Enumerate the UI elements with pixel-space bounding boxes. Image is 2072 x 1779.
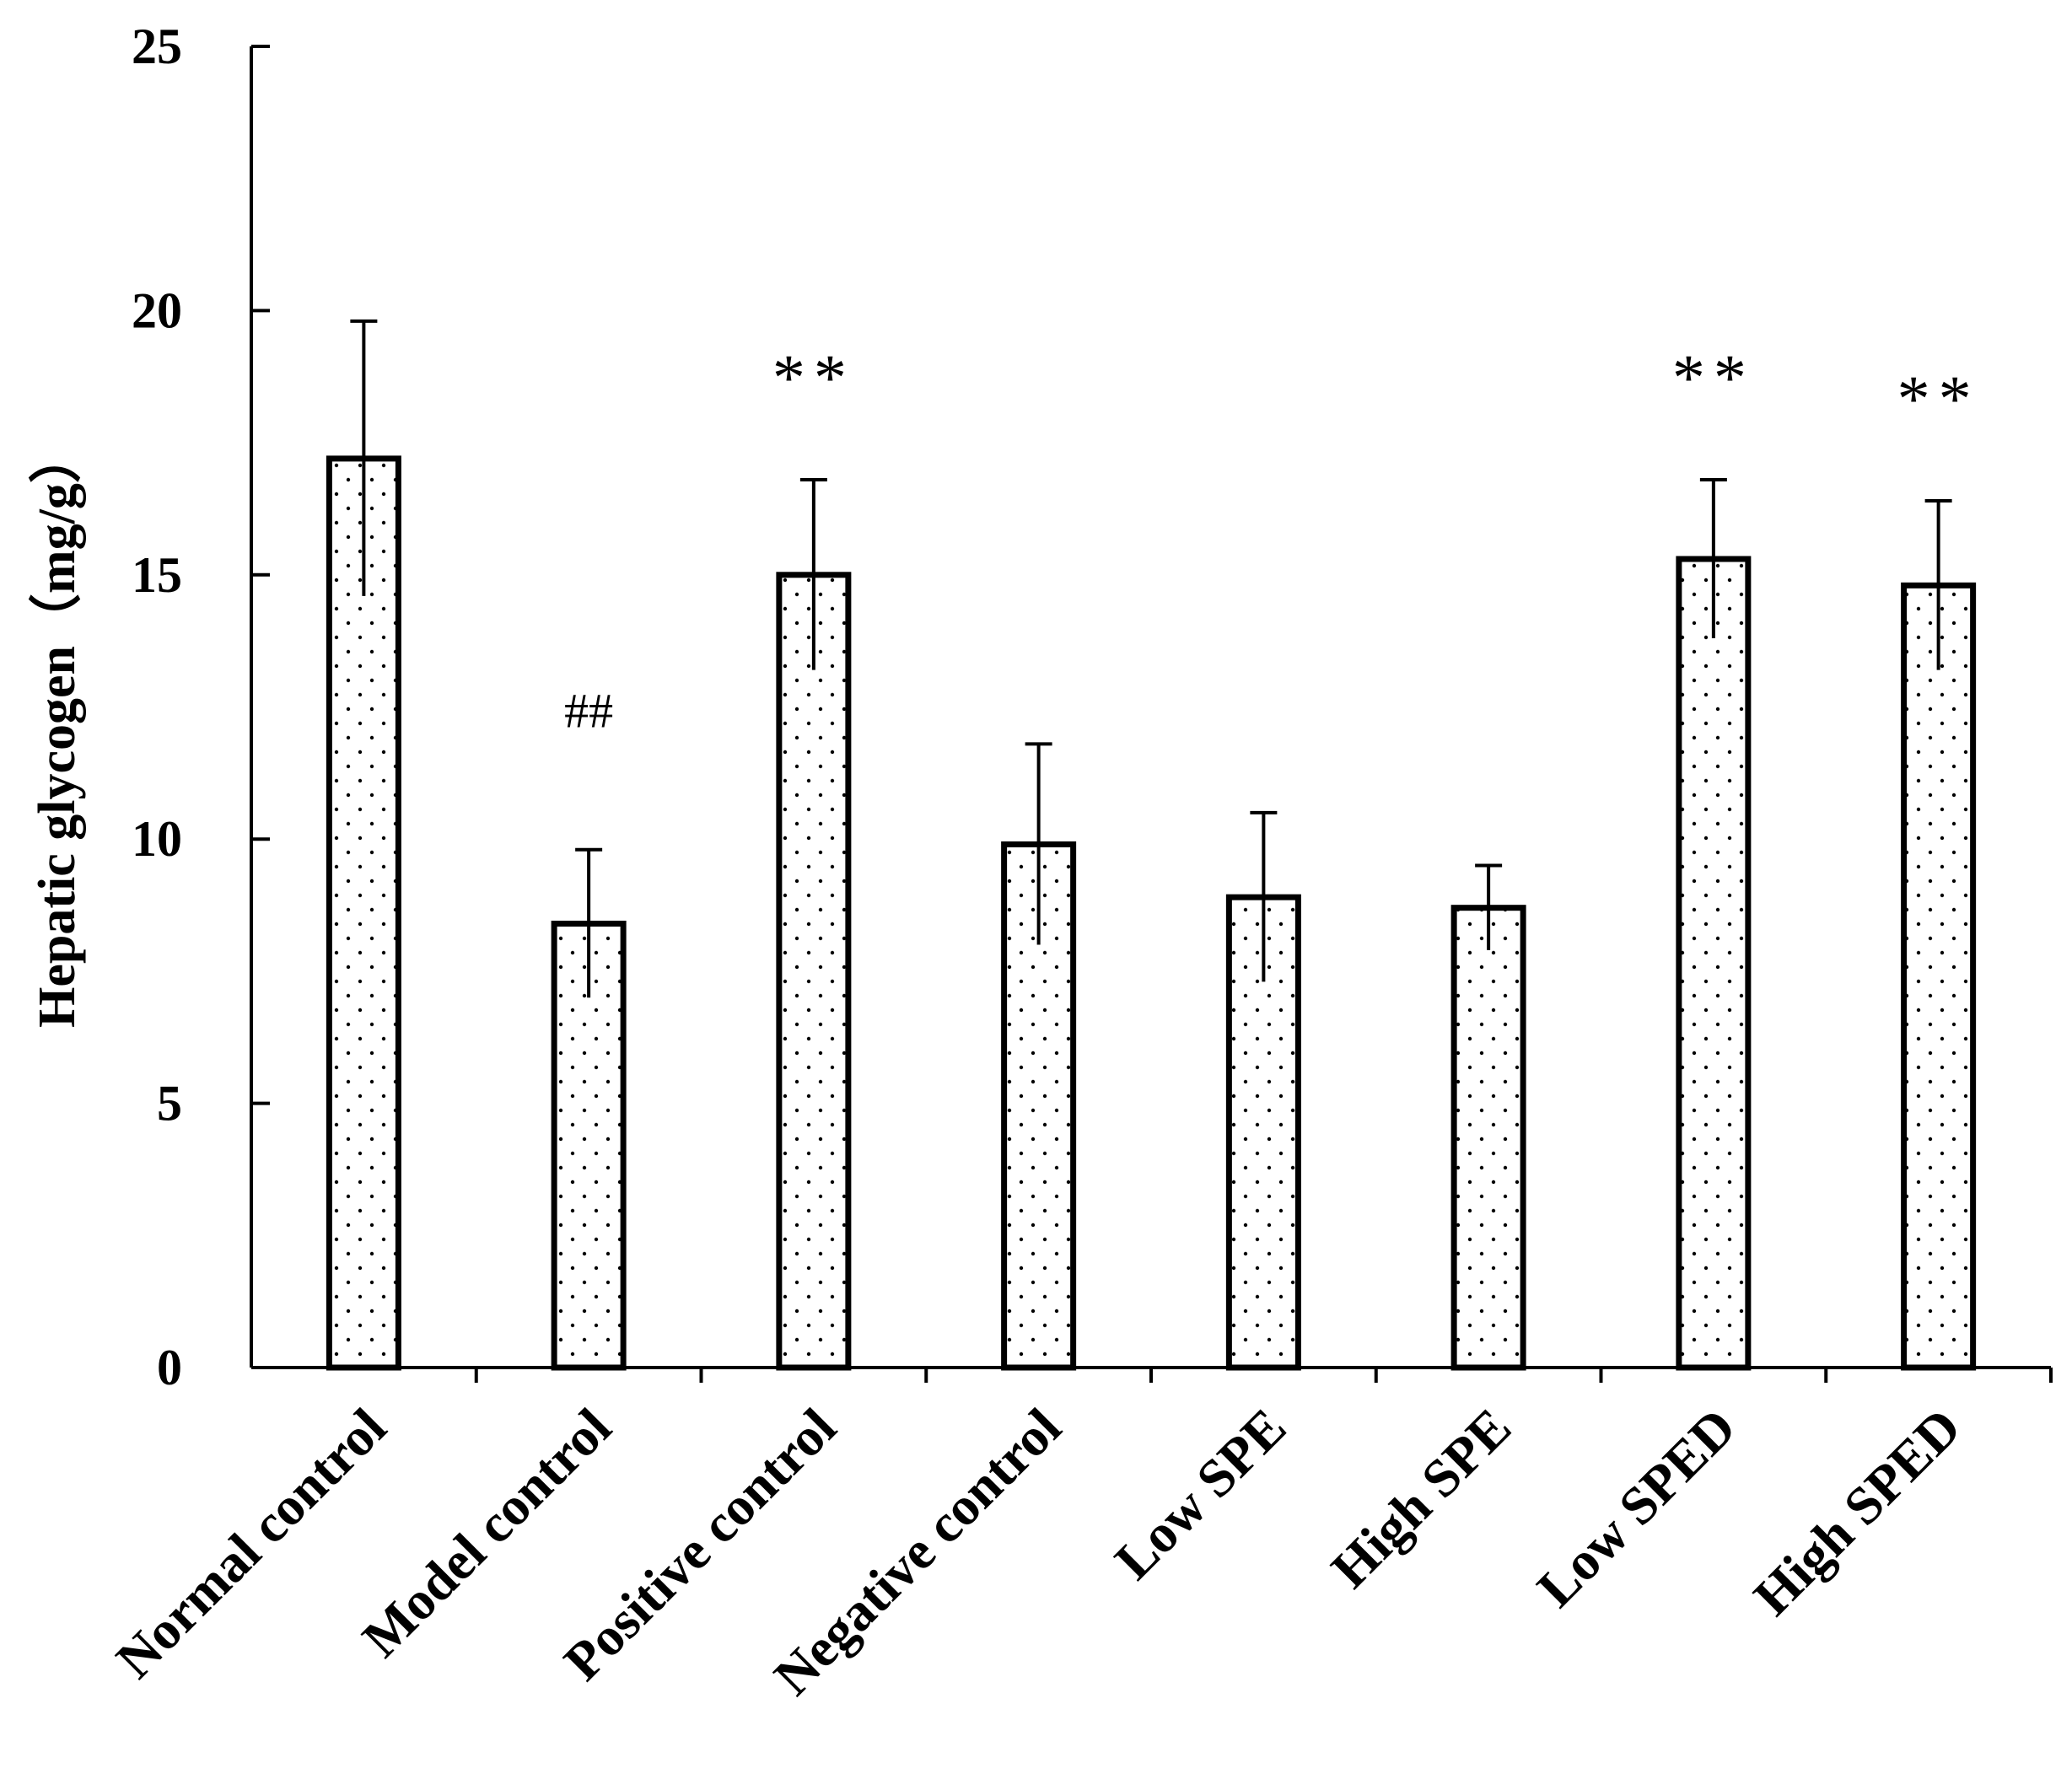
significance-annotation: ** (1897, 362, 1980, 435)
y-tick-label: 15 (132, 547, 182, 603)
y-tick-label: 25 (132, 19, 182, 74)
x-tick-label: Low SPE (1103, 1397, 1297, 1591)
bar (1901, 582, 1977, 1371)
y-axis-label: Hepatic glycogen（mg/g） (27, 431, 86, 1028)
y-tick-label: 10 (132, 811, 182, 867)
significance-annotation: ** (1672, 341, 1755, 414)
x-tick-label: Low SPED (1526, 1397, 1747, 1619)
y-tick-label: 20 (132, 282, 182, 338)
bar (1676, 556, 1752, 1371)
x-tick-label: High SPE (1320, 1397, 1522, 1599)
bar-fill (778, 574, 848, 1368)
bar (776, 572, 852, 1371)
x-tick-label: Normal control (105, 1397, 397, 1690)
bar-fill (1678, 558, 1748, 1368)
y-tick-label: 5 (157, 1076, 182, 1131)
bar-fill (1903, 585, 1973, 1368)
x-tick-label: High SPED (1742, 1397, 1972, 1627)
bar (1450, 905, 1526, 1371)
bar-fill (1454, 907, 1524, 1368)
significance-annotation: ** (772, 341, 855, 414)
bar-fill (329, 458, 399, 1368)
y-tick-label: 0 (157, 1340, 182, 1395)
significance-annotation: ## (564, 684, 613, 739)
